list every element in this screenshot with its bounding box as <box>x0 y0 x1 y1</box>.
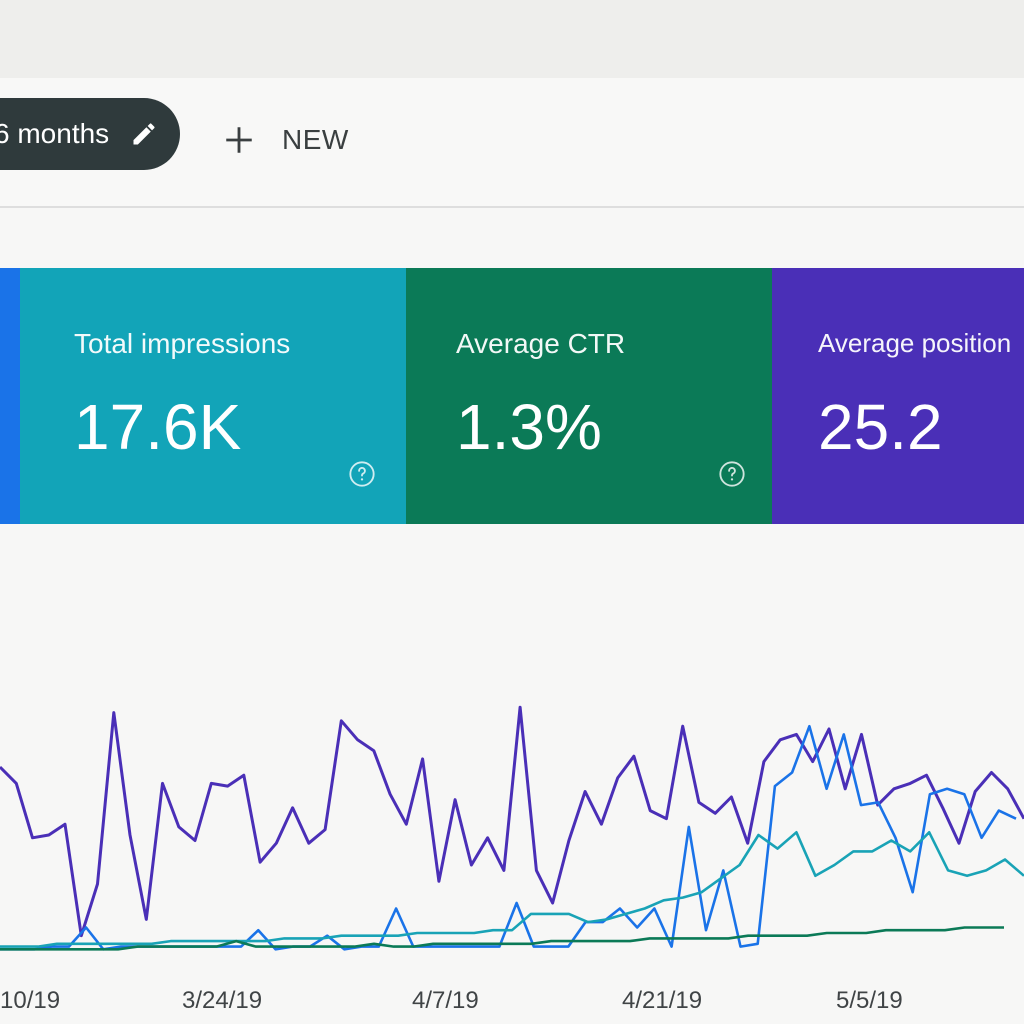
position-series-line <box>0 926 1004 951</box>
metric-label-average-position: Average position <box>818 328 1012 358</box>
x-axis-tick-label: 4/21/19 <box>622 987 702 1014</box>
new-filter-button[interactable]: NEW <box>222 110 349 170</box>
pencil-icon <box>133 123 155 145</box>
x-axis-tick-label: 4/7/19 <box>412 987 479 1014</box>
chart-series-layer <box>0 705 1024 951</box>
metric-label-total-impressions: Total impressions <box>74 328 291 359</box>
metric-card-average-position[interactable]: Average position 25.2 <box>772 268 1024 524</box>
metric-label-average-ctr: Average CTR <box>456 328 626 359</box>
help-circle-icon[interactable] <box>348 460 376 488</box>
help-circle-icon[interactable] <box>718 460 746 488</box>
metric-value-average-position: 25.2 <box>818 391 943 463</box>
chart-x-axis-labels: 3/10/19 3/24/19 4/7/19 4/21/19 5/5/19 <box>0 987 903 1014</box>
toolbar-divider <box>0 206 1024 208</box>
plus-icon <box>226 127 252 153</box>
metric-value-total-impressions: 17.6K <box>74 391 242 463</box>
metric-card-average-ctr[interactable]: Average CTR 1.3% <box>406 268 772 524</box>
metric-card-total-impressions[interactable]: Total impressions 17.6K <box>20 268 406 524</box>
x-axis-tick-label: 3/10/19 <box>0 987 60 1014</box>
x-axis-tick-label: 3/24/19 <box>182 987 262 1014</box>
performance-line-chart: 3/10/19 3/24/19 4/7/19 4/21/19 5/5/19 <box>0 705 1024 1014</box>
metric-card-total-clicks[interactable] <box>0 268 20 524</box>
metric-cards: Total impressions 17.6K Average CTR 1.3%… <box>0 268 1024 524</box>
metric-value-average-ctr: 1.3% <box>456 391 602 463</box>
top-app-bar <box>0 0 1024 79</box>
x-axis-tick-label: 5/5/19 <box>836 987 903 1014</box>
new-filter-label: NEW <box>282 124 349 155</box>
date-range-chip-label: 6 months <box>0 118 110 149</box>
clicks-series-line <box>0 705 1024 938</box>
date-range-chip[interactable]: 6 months <box>0 98 180 170</box>
ctr-series-line <box>0 830 1024 948</box>
